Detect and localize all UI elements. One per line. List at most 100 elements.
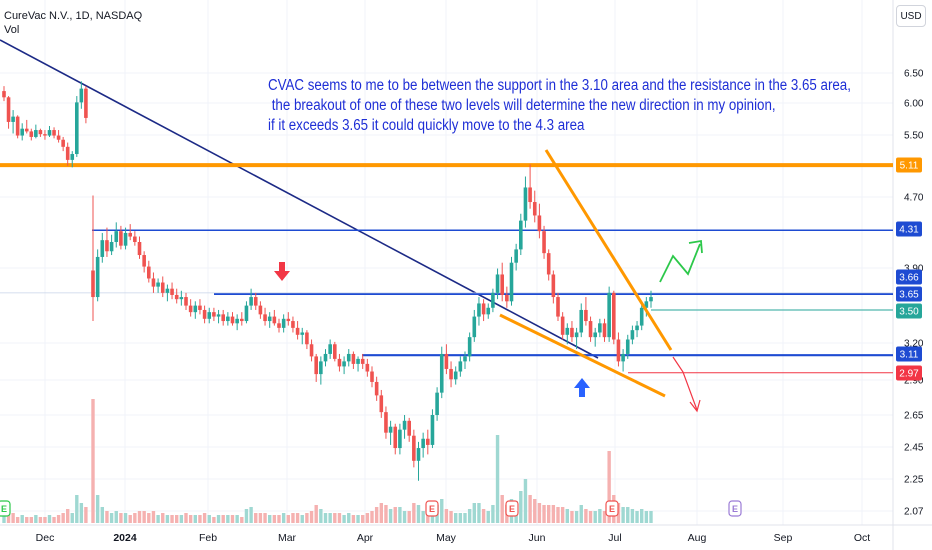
candle	[226, 312, 230, 326]
volume-bar	[142, 511, 146, 523]
candle-body	[75, 102, 79, 155]
chart-legend: CureVac N.V., 1D, NASDAQ Vol	[4, 9, 142, 37]
candle-body	[426, 438, 430, 445]
candle-body	[546, 253, 551, 275]
candle-body	[56, 135, 61, 140]
candle-body	[467, 337, 472, 357]
candle	[356, 356, 360, 372]
candle	[170, 282, 174, 300]
candle-body	[486, 307, 491, 315]
candle-body	[305, 332, 309, 345]
candle-body	[323, 353, 328, 362]
candle	[519, 213, 523, 256]
candle	[570, 321, 574, 342]
price-badge-label: 3.50	[899, 307, 919, 318]
candle-body	[505, 294, 509, 302]
volume-bar	[25, 517, 29, 523]
candle	[514, 243, 518, 271]
volume-bar	[34, 515, 38, 523]
candle-body	[165, 288, 170, 293]
candle-body	[230, 316, 235, 324]
earnings-marker: E	[605, 500, 619, 517]
candle-body	[370, 371, 374, 382]
symbol-title[interactable]: CureVac N.V., 1D, NASDAQ	[4, 10, 143, 22]
volume-bar	[198, 515, 202, 523]
earnings-marker: E	[0, 500, 11, 517]
volume-bar	[593, 511, 597, 523]
volume-bar	[193, 515, 197, 523]
candle-body	[109, 241, 114, 252]
volume-bar	[114, 511, 118, 523]
candle	[165, 284, 170, 302]
volume-label[interactable]: Vol	[4, 24, 20, 36]
earnings-marker-badge	[605, 500, 619, 517]
candle-body	[263, 314, 267, 322]
candle	[15, 115, 20, 139]
candle	[221, 309, 225, 326]
price-badge: 2.97	[896, 365, 922, 381]
volume-bar	[56, 515, 61, 523]
earnings-marker: E	[728, 500, 742, 517]
candle-body	[491, 292, 495, 308]
price-tick-label: 2.45	[904, 443, 924, 454]
bearish-arrow-head	[689, 399, 701, 413]
candle-body	[38, 130, 43, 135]
candle-body	[61, 139, 65, 147]
candle	[416, 441, 421, 481]
candle-body	[253, 297, 258, 306]
volume-bar	[272, 515, 277, 523]
volume-bar	[323, 513, 328, 523]
volume-bar	[333, 513, 337, 523]
volume-bar	[240, 517, 244, 523]
price-badge-label: 4.31	[899, 225, 919, 236]
candle-body	[356, 358, 360, 364]
candle	[346, 349, 351, 367]
candle-body	[105, 240, 109, 252]
candle-body	[328, 344, 332, 354]
candle-body	[351, 353, 356, 364]
candle-body	[11, 116, 15, 122]
volume-bars	[2, 399, 653, 523]
volume-bar	[75, 495, 79, 523]
candle	[244, 301, 249, 324]
candle-body	[532, 202, 537, 216]
candle	[277, 318, 281, 333]
candle	[342, 356, 346, 375]
volume-bar	[6, 511, 11, 523]
candle-body	[412, 435, 416, 461]
currency-button[interactable]: USD	[896, 5, 926, 27]
candle	[495, 268, 500, 300]
candle-body	[384, 412, 388, 433]
time-tick-label: 2024	[113, 532, 137, 544]
candle	[435, 387, 439, 421]
bullish-arrow-head	[688, 239, 703, 254]
candle	[384, 406, 388, 439]
volume-bar	[2, 515, 6, 523]
candle	[151, 272, 156, 293]
volume-bar	[621, 507, 625, 523]
volume-bar	[440, 499, 444, 523]
candle-body	[416, 448, 421, 461]
candle-body	[123, 232, 128, 246]
price-axis-ticks: 6.50 6.00 5.50 4.70 3.90 3.20 2.90 2.65 2.45 2.25…	[904, 69, 924, 518]
candle-body	[635, 325, 639, 331]
volume-bar	[542, 505, 546, 523]
candle	[20, 123, 24, 141]
candle	[123, 227, 128, 250]
volume-bar	[412, 503, 416, 523]
volume-bar	[444, 509, 449, 523]
candle	[29, 128, 34, 141]
candle	[95, 249, 100, 302]
candle-body	[570, 327, 574, 338]
candle-body	[593, 332, 597, 338]
volume-bar	[477, 503, 481, 523]
volume-bar	[235, 515, 239, 523]
candle	[546, 249, 551, 281]
candle	[398, 423, 402, 455]
candle-body	[644, 301, 649, 308]
volume-bar	[337, 513, 342, 523]
time-tick-label: Mar	[278, 532, 297, 544]
candle	[249, 288, 253, 310]
